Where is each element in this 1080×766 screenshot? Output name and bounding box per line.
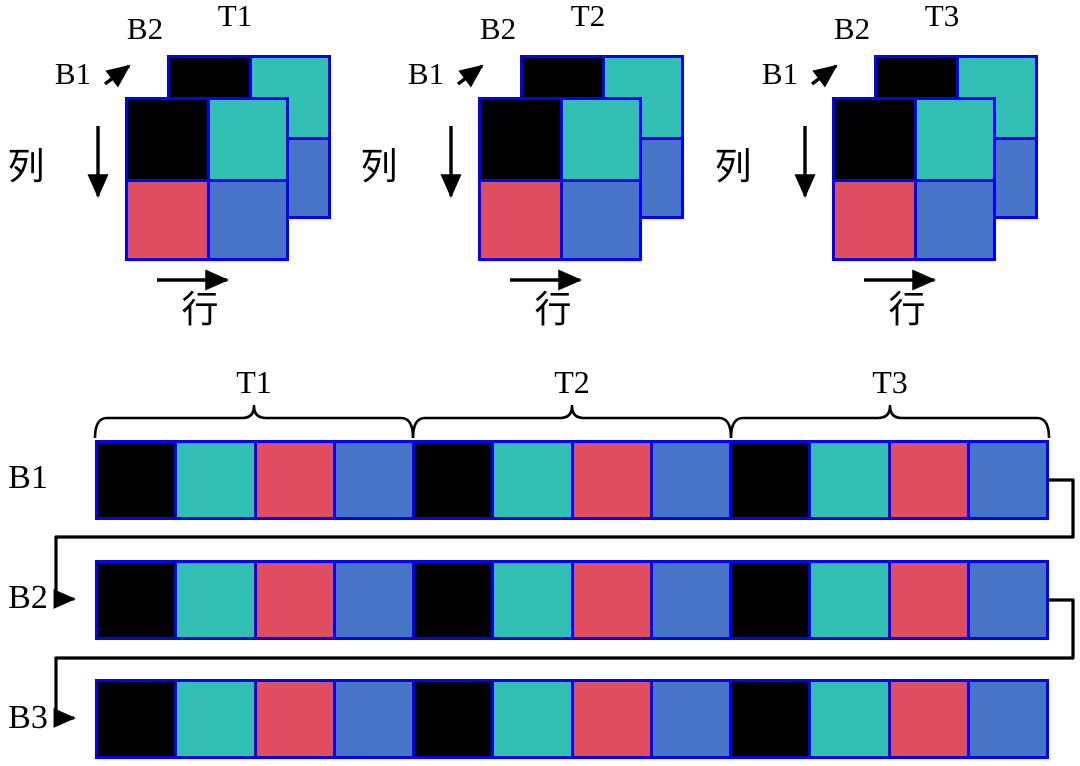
memory-cell-red (253, 443, 333, 517)
memory-cell-red (253, 563, 333, 637)
brace-label-t3: T3 (872, 364, 908, 400)
tile-cell-teal (207, 100, 286, 179)
memory-cell-teal (808, 443, 888, 517)
memory-cell-blue (649, 563, 729, 637)
memory-cell-red (887, 682, 967, 756)
memory-cell-blue (966, 563, 1046, 637)
row-label-b2: B2 (8, 579, 48, 616)
memory-row-b3 (95, 679, 1049, 759)
memory-cell-blue (332, 563, 412, 637)
memory-cell-blue (332, 682, 412, 756)
back-layer-label: B2 (126, 11, 164, 46)
tile-cell-black (128, 100, 207, 179)
memory-cell-teal (491, 563, 571, 637)
brace-label-t2: T2 (554, 364, 590, 400)
tile-group-t2: T2 B2 B1 列 行 (353, 0, 703, 345)
column-axis-label: 列 (714, 147, 752, 188)
memory-cell-black (729, 563, 809, 637)
memory-cell-black (412, 563, 492, 637)
memory-cell-teal (491, 443, 571, 517)
memory-cell-teal (491, 682, 571, 756)
tile-cell-red (835, 179, 914, 258)
tile-cell-blue (207, 179, 286, 258)
memory-cell-blue (966, 443, 1046, 517)
memory-cell-red (570, 443, 650, 517)
tile-cell-red (128, 179, 207, 258)
memory-cell-red (570, 563, 650, 637)
memory-cell-blue (966, 682, 1046, 756)
memory-cell-red (887, 443, 967, 517)
tile-group-t3: T3 B2 B1 列 行 (707, 0, 1057, 345)
tile-cell-red (481, 179, 560, 258)
memory-cell-red (887, 563, 967, 637)
memory-cell-teal (174, 563, 254, 637)
memory-cell-blue (332, 443, 412, 517)
back-layer-label: B2 (479, 11, 517, 46)
memory-cell-red (570, 682, 650, 756)
row-axis-label: 行 (534, 290, 572, 331)
tile-cell-black (835, 100, 914, 179)
row-axis-label: 行 (888, 290, 926, 331)
tile-title: T2 (570, 0, 606, 33)
tile-group-t1: T1 B2 B1 列 行 (0, 0, 350, 345)
column-axis-label: 列 (7, 147, 45, 188)
memory-cell-teal (174, 682, 254, 756)
memory-cell-black (98, 682, 175, 756)
memory-cell-black (98, 563, 175, 637)
memory-cell-blue (649, 443, 729, 517)
row-label-b3: B3 (8, 699, 48, 736)
tile-cell-teal (560, 100, 639, 179)
memory-row-b1 (95, 440, 1049, 520)
memory-cell-black (412, 443, 492, 517)
brace-label-t1: T1 (236, 364, 272, 400)
memory-cell-teal (174, 443, 254, 517)
front-layer-label: B1 (54, 56, 92, 91)
memory-cell-teal (808, 563, 888, 637)
memory-cell-black (412, 682, 492, 756)
tile-cell-blue (560, 179, 639, 258)
brace-t3 (729, 404, 1051, 439)
memory-cell-black (98, 443, 175, 517)
memory-cell-teal (808, 682, 888, 756)
brace-t2 (411, 404, 733, 439)
front-layer-label: B1 (407, 56, 445, 91)
tile-grid-front (125, 97, 289, 261)
back-layer-label: B2 (833, 11, 871, 46)
memory-cell-red (253, 682, 333, 756)
tile-cell-black (481, 100, 560, 179)
memory-cell-black (729, 682, 809, 756)
row-axis-label: 行 (181, 290, 219, 331)
row-label-b1: B1 (8, 459, 48, 496)
column-axis-label: 列 (360, 147, 398, 188)
memory-cell-blue (649, 682, 729, 756)
tile-cell-teal (914, 100, 993, 179)
tile-cell-blue (914, 179, 993, 258)
tile-grid-front (478, 97, 642, 261)
memory-cell-black (729, 443, 809, 517)
tile-title: T1 (217, 0, 253, 33)
memory-row-b2 (95, 560, 1049, 640)
front-layer-label: B1 (761, 56, 799, 91)
tile-grid-front (832, 97, 996, 261)
brace-t1 (93, 404, 415, 439)
tile-title: T3 (924, 0, 960, 33)
